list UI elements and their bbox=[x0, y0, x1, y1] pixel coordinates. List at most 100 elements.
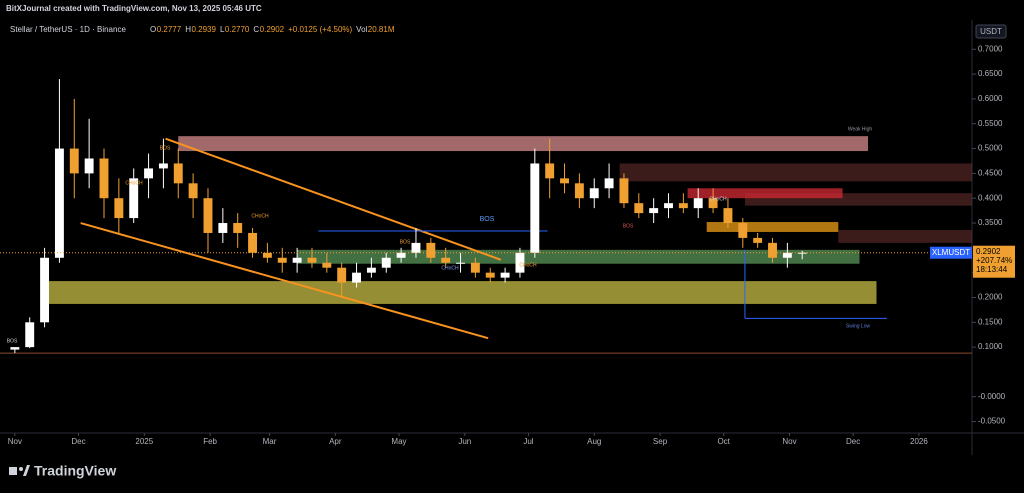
annotation: CHoCH bbox=[125, 180, 143, 186]
annotation: BOS bbox=[623, 223, 634, 229]
x-tick-label: Mar bbox=[263, 437, 277, 446]
candle-body bbox=[560, 178, 569, 184]
candle-body bbox=[40, 257, 50, 323]
logo bbox=[9, 465, 30, 476]
x-tick-label: Dec bbox=[846, 437, 860, 446]
candle-body bbox=[307, 257, 317, 263]
candle-body bbox=[262, 252, 272, 258]
y-tick-label: 0.3500 bbox=[978, 218, 1003, 227]
zone bbox=[687, 188, 843, 199]
y-tick-label: 0.5500 bbox=[978, 119, 1003, 128]
candle-body bbox=[25, 322, 35, 348]
y-tick-label: -0.0500 bbox=[978, 417, 1006, 426]
candle-body bbox=[530, 163, 540, 253]
annotation: CHoCH bbox=[709, 196, 727, 202]
candle-body bbox=[634, 203, 644, 214]
candle-body bbox=[649, 208, 659, 214]
candle-body bbox=[441, 257, 451, 263]
zone bbox=[706, 222, 839, 232]
last-price: 0.2902 bbox=[976, 247, 1001, 256]
candle-body bbox=[69, 148, 79, 174]
candle-body bbox=[248, 232, 258, 253]
candle-body bbox=[203, 198, 213, 233]
watermark: BitXJournal created with TradingView.com… bbox=[6, 4, 262, 13]
y-tick-label: 0.4500 bbox=[978, 168, 1003, 177]
trend-line bbox=[80, 222, 489, 340]
annotation: BOS bbox=[400, 239, 411, 245]
ohlc-value: 0.2777 bbox=[157, 25, 182, 34]
candle-body bbox=[738, 223, 748, 238]
ohlc-value: 20.81M bbox=[368, 25, 395, 34]
y-tick-label: -0.0000 bbox=[978, 392, 1006, 401]
candle-body bbox=[664, 203, 673, 209]
symbol-label: XLMUSDT bbox=[932, 248, 970, 257]
candle-body bbox=[604, 178, 614, 189]
annotation: CHoCH bbox=[441, 265, 459, 271]
ohlc-value: 0.2939 bbox=[191, 25, 216, 34]
candle-body bbox=[173, 163, 183, 184]
y-tick-label: 0.2000 bbox=[978, 293, 1003, 302]
candle-body bbox=[753, 237, 763, 243]
zone bbox=[619, 163, 972, 182]
annotation: BOS bbox=[7, 338, 18, 344]
countdown: 18:13:44 bbox=[976, 265, 1008, 274]
candle-body bbox=[797, 252, 807, 254]
x-tick-label: Feb bbox=[203, 437, 217, 446]
candle-body bbox=[456, 262, 465, 264]
candle-body bbox=[10, 347, 20, 350]
candle-body bbox=[277, 257, 287, 263]
x-tick-label: Dec bbox=[71, 437, 85, 446]
footer bbox=[0, 455, 1024, 493]
annotation: BOS bbox=[480, 216, 495, 223]
brand: TradingView bbox=[34, 463, 116, 479]
x-tick-label: 2026 bbox=[910, 437, 928, 446]
candle-body bbox=[574, 183, 584, 199]
ohlc-label: Vol bbox=[356, 25, 367, 34]
candle-body bbox=[782, 252, 792, 258]
y-tick-label: 0.7000 bbox=[978, 44, 1003, 53]
ohlc-label: L bbox=[220, 25, 225, 34]
candle-body bbox=[114, 198, 124, 219]
candle-body bbox=[768, 242, 777, 258]
plot: Weak High Swing Low BOS BOS BOS CHoCH CHoCH BOS… bbox=[0, 79, 972, 354]
logo-mark bbox=[19, 467, 23, 471]
candle-body bbox=[411, 242, 421, 253]
ohlc-value: 0.2770 bbox=[225, 25, 250, 34]
candle-body bbox=[292, 257, 302, 263]
zone bbox=[297, 249, 860, 264]
candle-body bbox=[723, 208, 733, 224]
symbol-title: Stellar / TetherUS · 1D · Binance bbox=[10, 25, 126, 34]
y-tick-label: 0.1000 bbox=[978, 342, 1003, 351]
ohlc-label: C bbox=[253, 25, 259, 34]
ohlc-value: 0.2902 bbox=[260, 25, 285, 34]
candle-body bbox=[352, 272, 361, 283]
candle-body bbox=[233, 223, 243, 233]
x-tick-label: Apr bbox=[329, 437, 342, 446]
x-tick-label: 2025 bbox=[135, 437, 153, 446]
candle-body bbox=[426, 242, 436, 258]
candle-body bbox=[381, 257, 391, 268]
x-tick-label: Jul bbox=[523, 437, 533, 446]
annotation: CHoCH bbox=[519, 262, 537, 268]
candle-body bbox=[337, 267, 347, 283]
ohlc-label: O bbox=[150, 25, 156, 34]
zone bbox=[178, 136, 869, 152]
ohlc-legend: O 0.2777 H 0.2939 L 0.2770 C 0.2902 +0.0125 (+4.… bbox=[150, 25, 395, 34]
y-tick-label: 0.1500 bbox=[978, 317, 1003, 326]
candle-body bbox=[545, 163, 555, 179]
y-tick-label: 0.5000 bbox=[978, 144, 1003, 153]
currency: USDT bbox=[980, 27, 1002, 36]
annotation: Swing Low bbox=[846, 323, 871, 329]
zone bbox=[838, 229, 972, 243]
y-tick-label: 0.6000 bbox=[978, 94, 1003, 103]
candle-body bbox=[396, 252, 406, 258]
candle-body bbox=[144, 168, 154, 179]
x-tick-label: Aug bbox=[587, 437, 601, 446]
annotation: Weak High bbox=[848, 126, 873, 132]
x-tick-label: Oct bbox=[717, 437, 730, 446]
candle-body bbox=[589, 188, 599, 199]
candle-body bbox=[485, 272, 495, 278]
y-tick-label: 0.6500 bbox=[978, 69, 1003, 78]
x-tick-label: Nov bbox=[782, 437, 796, 446]
